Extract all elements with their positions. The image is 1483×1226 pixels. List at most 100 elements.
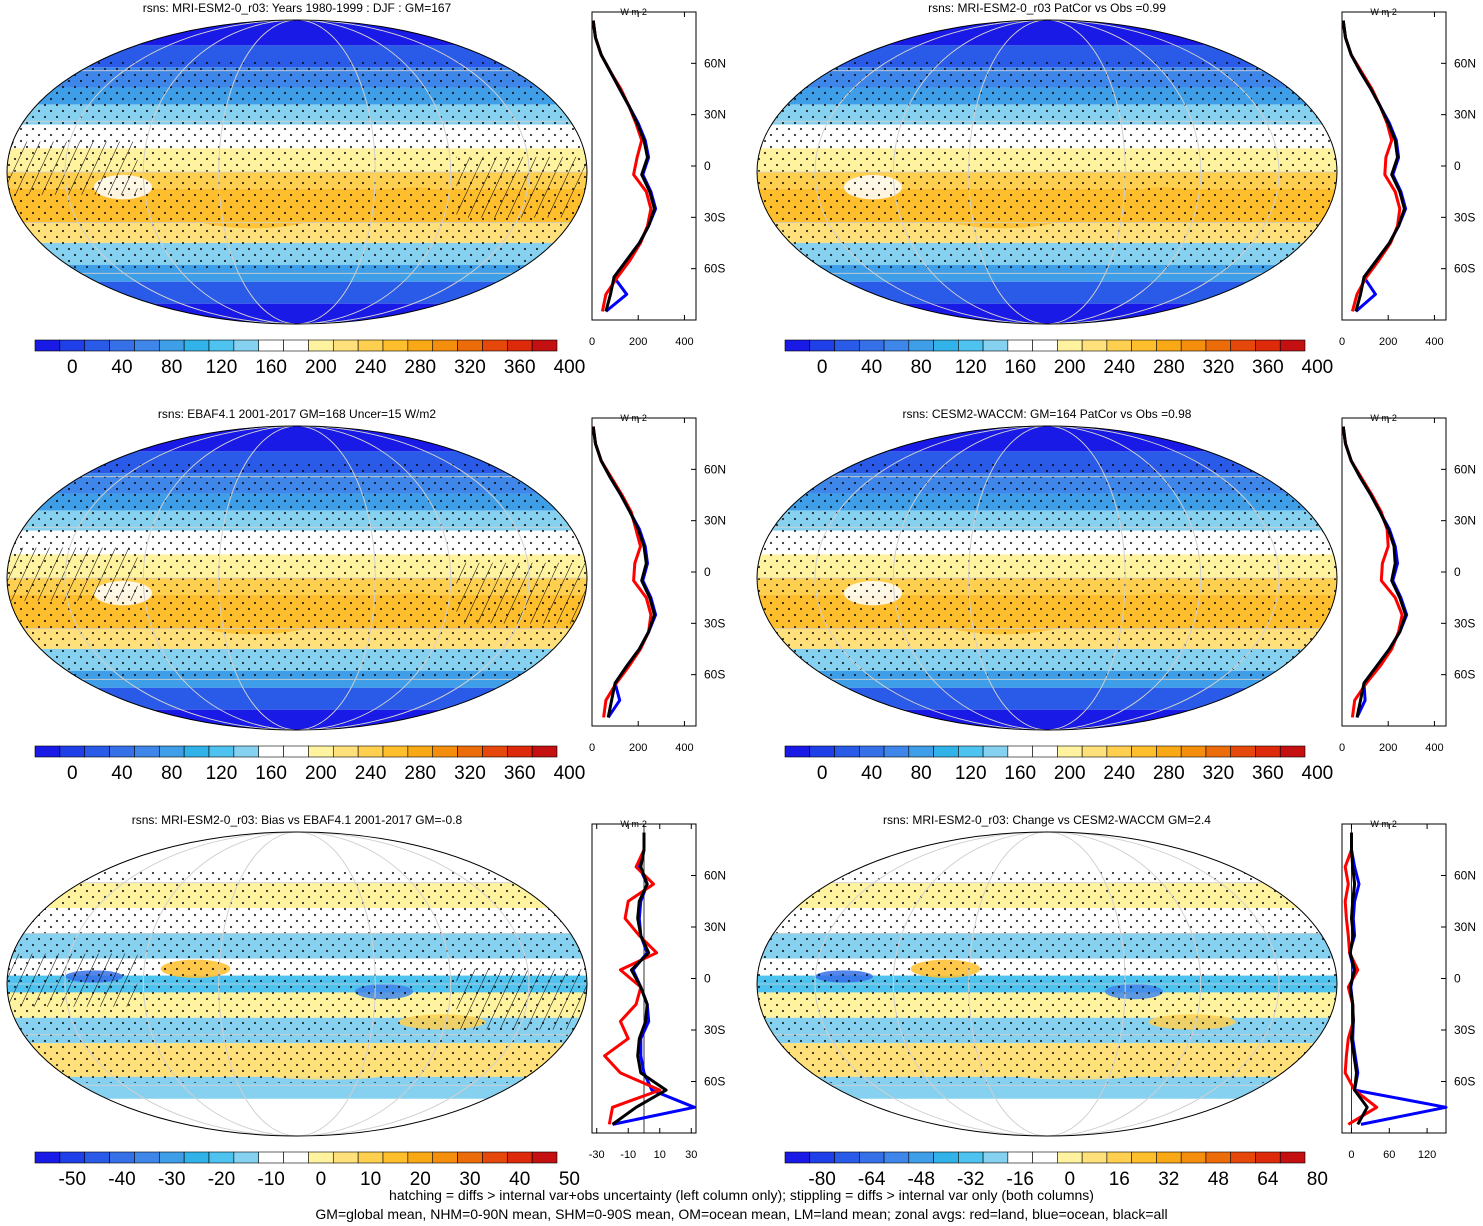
colorbar-swatch — [1106, 1151, 1132, 1164]
graticule-meridian — [814, 20, 1280, 324]
zonal-series-all — [591, 20, 656, 312]
map-stippling — [757, 464, 1337, 677]
zonal-lat-label: 30S — [704, 1023, 725, 1037]
colorbar-swatch — [407, 1151, 434, 1164]
colorbar-swatch — [308, 339, 334, 352]
zonal-lat-label: 30S — [1454, 616, 1475, 630]
colorbar-swatch — [1156, 339, 1182, 352]
colorbar-swatch — [1180, 745, 1207, 758]
panel-2: rsns: MRI-ESM2-0_r03 PatCor vs Obs =0.99… — [756, 1, 1476, 378]
colorbar-tick-label: 80 — [161, 357, 182, 378]
map-stippling — [757, 870, 1337, 1083]
colorbar-swatch — [84, 1151, 110, 1164]
colorbar-swatch — [357, 745, 384, 758]
map-band — [757, 687, 1337, 710]
zonal-lat-label: 60N — [1454, 869, 1476, 883]
colorbar-swatch — [1255, 745, 1281, 758]
colorbar-swatch — [1007, 339, 1033, 352]
colorbar-swatch — [1279, 745, 1306, 758]
colorbar-tick-label: -50 — [59, 1169, 86, 1190]
colorbar-swatch — [183, 339, 210, 352]
colorbar-swatch — [858, 1151, 885, 1164]
zonal-mean-plot: W m-2 0 200 400 60N 30N 0 30S 60S — [1339, 413, 1476, 754]
colorbar-tick-label: 360 — [1252, 357, 1284, 378]
footer-note-hatching: hatching = diffs > internal var+obs unce… — [389, 1187, 1094, 1203]
map-band — [7, 303, 587, 324]
panel-6: rsns: MRI-ESM2-0_r03: Change vs CESM2-WA… — [756, 813, 1476, 1190]
colorbar-swatch — [1081, 339, 1108, 352]
colorbar-tick-label: 80 — [911, 357, 932, 378]
zonal-x-tick-label: 0 — [1348, 1149, 1354, 1161]
colorbar-swatch — [432, 745, 458, 758]
colorbar-swatch — [332, 1151, 359, 1164]
colorbar-swatch — [1057, 745, 1083, 758]
zonal-series-all — [1341, 426, 1408, 718]
colorbar-tick-label: 40 — [111, 357, 132, 378]
zonal-x-tick-label: 0 — [589, 336, 595, 348]
map-field — [7, 426, 587, 730]
colorbar-swatch — [1131, 745, 1157, 758]
colorbar-swatch — [59, 1151, 86, 1164]
colorbar-swatch — [357, 339, 384, 352]
zonal-lat-label: 60S — [704, 668, 725, 682]
colorbar-tick-label: 10 — [360, 1169, 381, 1190]
colorbar-tick-label: 320 — [1202, 763, 1234, 784]
colorbar-swatch — [1007, 745, 1033, 758]
panel-5: rsns: MRI-ESM2-0_r03: Bias vs EBAF4.1 20… — [6, 813, 726, 1190]
zonal-lat-label: 30N — [704, 108, 726, 122]
colorbar-tick-label: 0 — [1064, 1169, 1075, 1190]
map-hatching — [7, 953, 138, 1007]
colorbar-swatch — [1057, 1151, 1083, 1164]
map-band — [7, 1098, 587, 1136]
zonal-x-tick-label: 400 — [1425, 336, 1443, 348]
colorbar-swatch — [1007, 1151, 1033, 1164]
colorbar-swatch — [382, 745, 409, 758]
colorbar-tick-label: 0 — [817, 357, 828, 378]
panel-title: rsns: CESM2-WACCM: GM=164 PatCor vs Obs … — [903, 407, 1192, 421]
map-band — [757, 426, 1337, 452]
colorbar-swatch — [883, 339, 910, 352]
zonal-series-all — [591, 426, 656, 718]
map-hatching — [456, 968, 587, 1030]
colorbar-swatch — [958, 1151, 984, 1164]
zonal-x-tick-label: -30 — [589, 1149, 605, 1161]
colorbar-tick-label: 64 — [1257, 1169, 1279, 1190]
map-field — [757, 832, 1337, 1136]
graticule-meridian — [142, 832, 452, 1136]
colorbar-swatch — [1205, 339, 1232, 352]
zonal-x-tick-label: 120 — [1418, 1149, 1436, 1161]
map-outline — [756, 425, 1338, 731]
zonal-x-tick-label: 0 — [1339, 336, 1345, 348]
map-band — [757, 709, 1337, 730]
colorbar-swatch — [158, 745, 185, 758]
zonal-lat-label: 0 — [1454, 972, 1461, 986]
zonal-lat-label: 60N — [1454, 462, 1476, 476]
zonal-lat-label: 30N — [704, 920, 726, 934]
zonal-lat-label: 60S — [1454, 262, 1475, 276]
colorbar-swatch — [1131, 339, 1157, 352]
colorbar-swatch — [982, 1151, 1009, 1164]
colorbar-swatch — [1081, 1151, 1108, 1164]
colorbar-swatch — [109, 339, 135, 352]
zonal-x-tick-label: 0 — [589, 742, 595, 754]
colorbar-tick-label: 48 — [1208, 1169, 1229, 1190]
map-band — [7, 709, 587, 730]
zonal-lat-label: 60S — [704, 1075, 725, 1089]
zonal-lat-label: 0 — [704, 972, 711, 986]
map-field — [757, 426, 1337, 730]
zonal-lat-label: 60S — [1454, 1075, 1475, 1089]
map-band — [7, 281, 587, 304]
colorbar-tick-label: 240 — [355, 763, 387, 784]
zonal-mean-plot: W m-2 0 60 120 60N 30N 0 30S 60S — [1341, 819, 1476, 1161]
graticule-meridian — [218, 20, 376, 324]
colorbar-tick-label: 160 — [255, 357, 287, 378]
colorbar-swatch — [382, 339, 409, 352]
zonal-unit-label: W m-2 — [1370, 7, 1397, 17]
colorbar-swatch — [531, 339, 558, 352]
colorbar-tick-label: 400 — [554, 357, 586, 378]
colorbar-tick-label: 320 — [1202, 357, 1234, 378]
zonal-lat-label: 60S — [1454, 668, 1475, 682]
colorbar-tick-label: 40 — [111, 763, 132, 784]
zonal-x-tick-label: 200 — [1379, 336, 1397, 348]
zonal-x-tick-label: 200 — [629, 742, 647, 754]
